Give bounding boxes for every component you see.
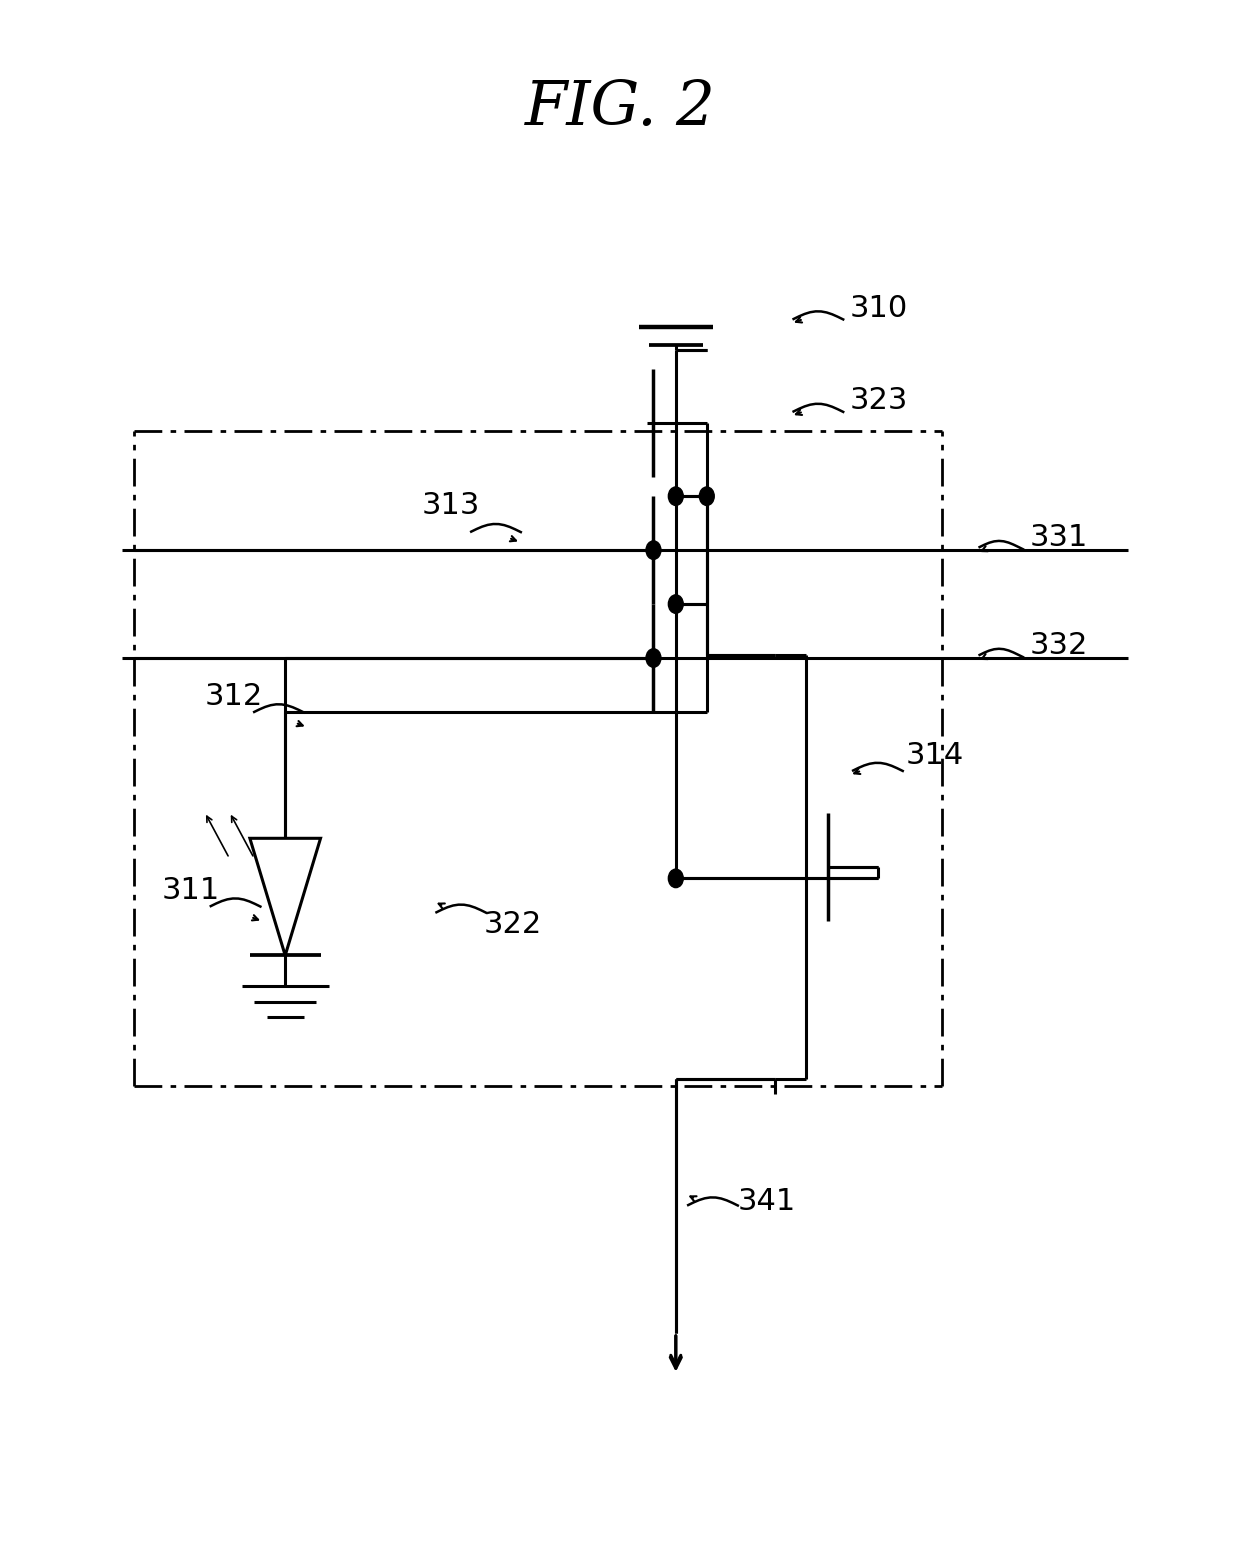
- Text: 323: 323: [849, 387, 908, 415]
- Circle shape: [646, 541, 661, 559]
- Text: 313: 313: [422, 492, 480, 519]
- Text: FIG. 2: FIG. 2: [525, 79, 715, 137]
- Text: 341: 341: [738, 1188, 796, 1216]
- Text: 314: 314: [905, 741, 963, 769]
- Text: 312: 312: [205, 683, 263, 710]
- Text: 331: 331: [1029, 524, 1087, 552]
- Circle shape: [668, 595, 683, 613]
- Text: 311: 311: [161, 877, 219, 905]
- Circle shape: [699, 487, 714, 505]
- Circle shape: [668, 487, 683, 505]
- Text: 310: 310: [849, 294, 908, 322]
- Text: 332: 332: [1029, 632, 1087, 660]
- Circle shape: [646, 649, 661, 667]
- Text: 322: 322: [484, 911, 542, 938]
- Circle shape: [668, 869, 683, 888]
